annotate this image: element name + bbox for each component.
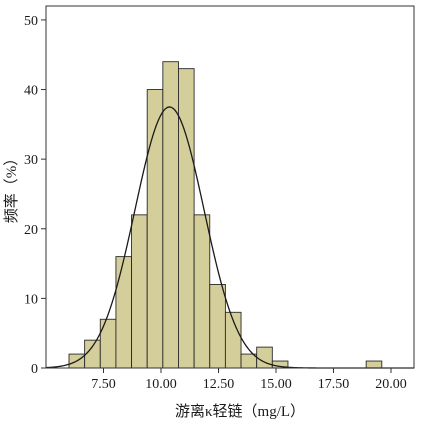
y-tick-label: 40	[24, 84, 38, 99]
x-axis: 7.50 10.00 12.50 15.00 17.50 20.00	[91, 368, 407, 392]
y-tick-label: 0	[31, 362, 38, 377]
x-tick-label: 7.50	[91, 377, 116, 392]
bars-layer	[68, 61, 383, 369]
histogram-bar	[146, 89, 164, 369]
x-tick-label: 12.50	[203, 377, 235, 392]
x-axis-title: 游离κ轻链（mg/L）	[175, 403, 305, 420]
plot-frame	[45, 5, 415, 369]
histogram-bar	[193, 214, 211, 369]
x-tick-label: 15.00	[260, 377, 292, 392]
histogram-bar	[131, 214, 148, 369]
histogram-bar	[209, 284, 226, 369]
histogram-bar	[115, 256, 133, 369]
y-axis: 0 10 20 30 40 50	[24, 14, 46, 377]
histogram-bar	[365, 360, 383, 369]
x-tick-label: 10.00	[145, 377, 177, 392]
y-tick-label: 30	[24, 153, 38, 168]
x-tick-label: 17.50	[318, 377, 350, 392]
y-tick-label: 50	[24, 14, 38, 29]
histogram-bar	[178, 68, 195, 369]
histogram-bar	[84, 339, 101, 369]
x-tick-label: 20.00	[375, 377, 407, 392]
y-tick-label: 10	[24, 292, 38, 307]
histogram-bar	[240, 353, 258, 369]
y-axis-title: 频率（%）	[3, 151, 20, 224]
y-tick-label: 20	[24, 223, 38, 238]
